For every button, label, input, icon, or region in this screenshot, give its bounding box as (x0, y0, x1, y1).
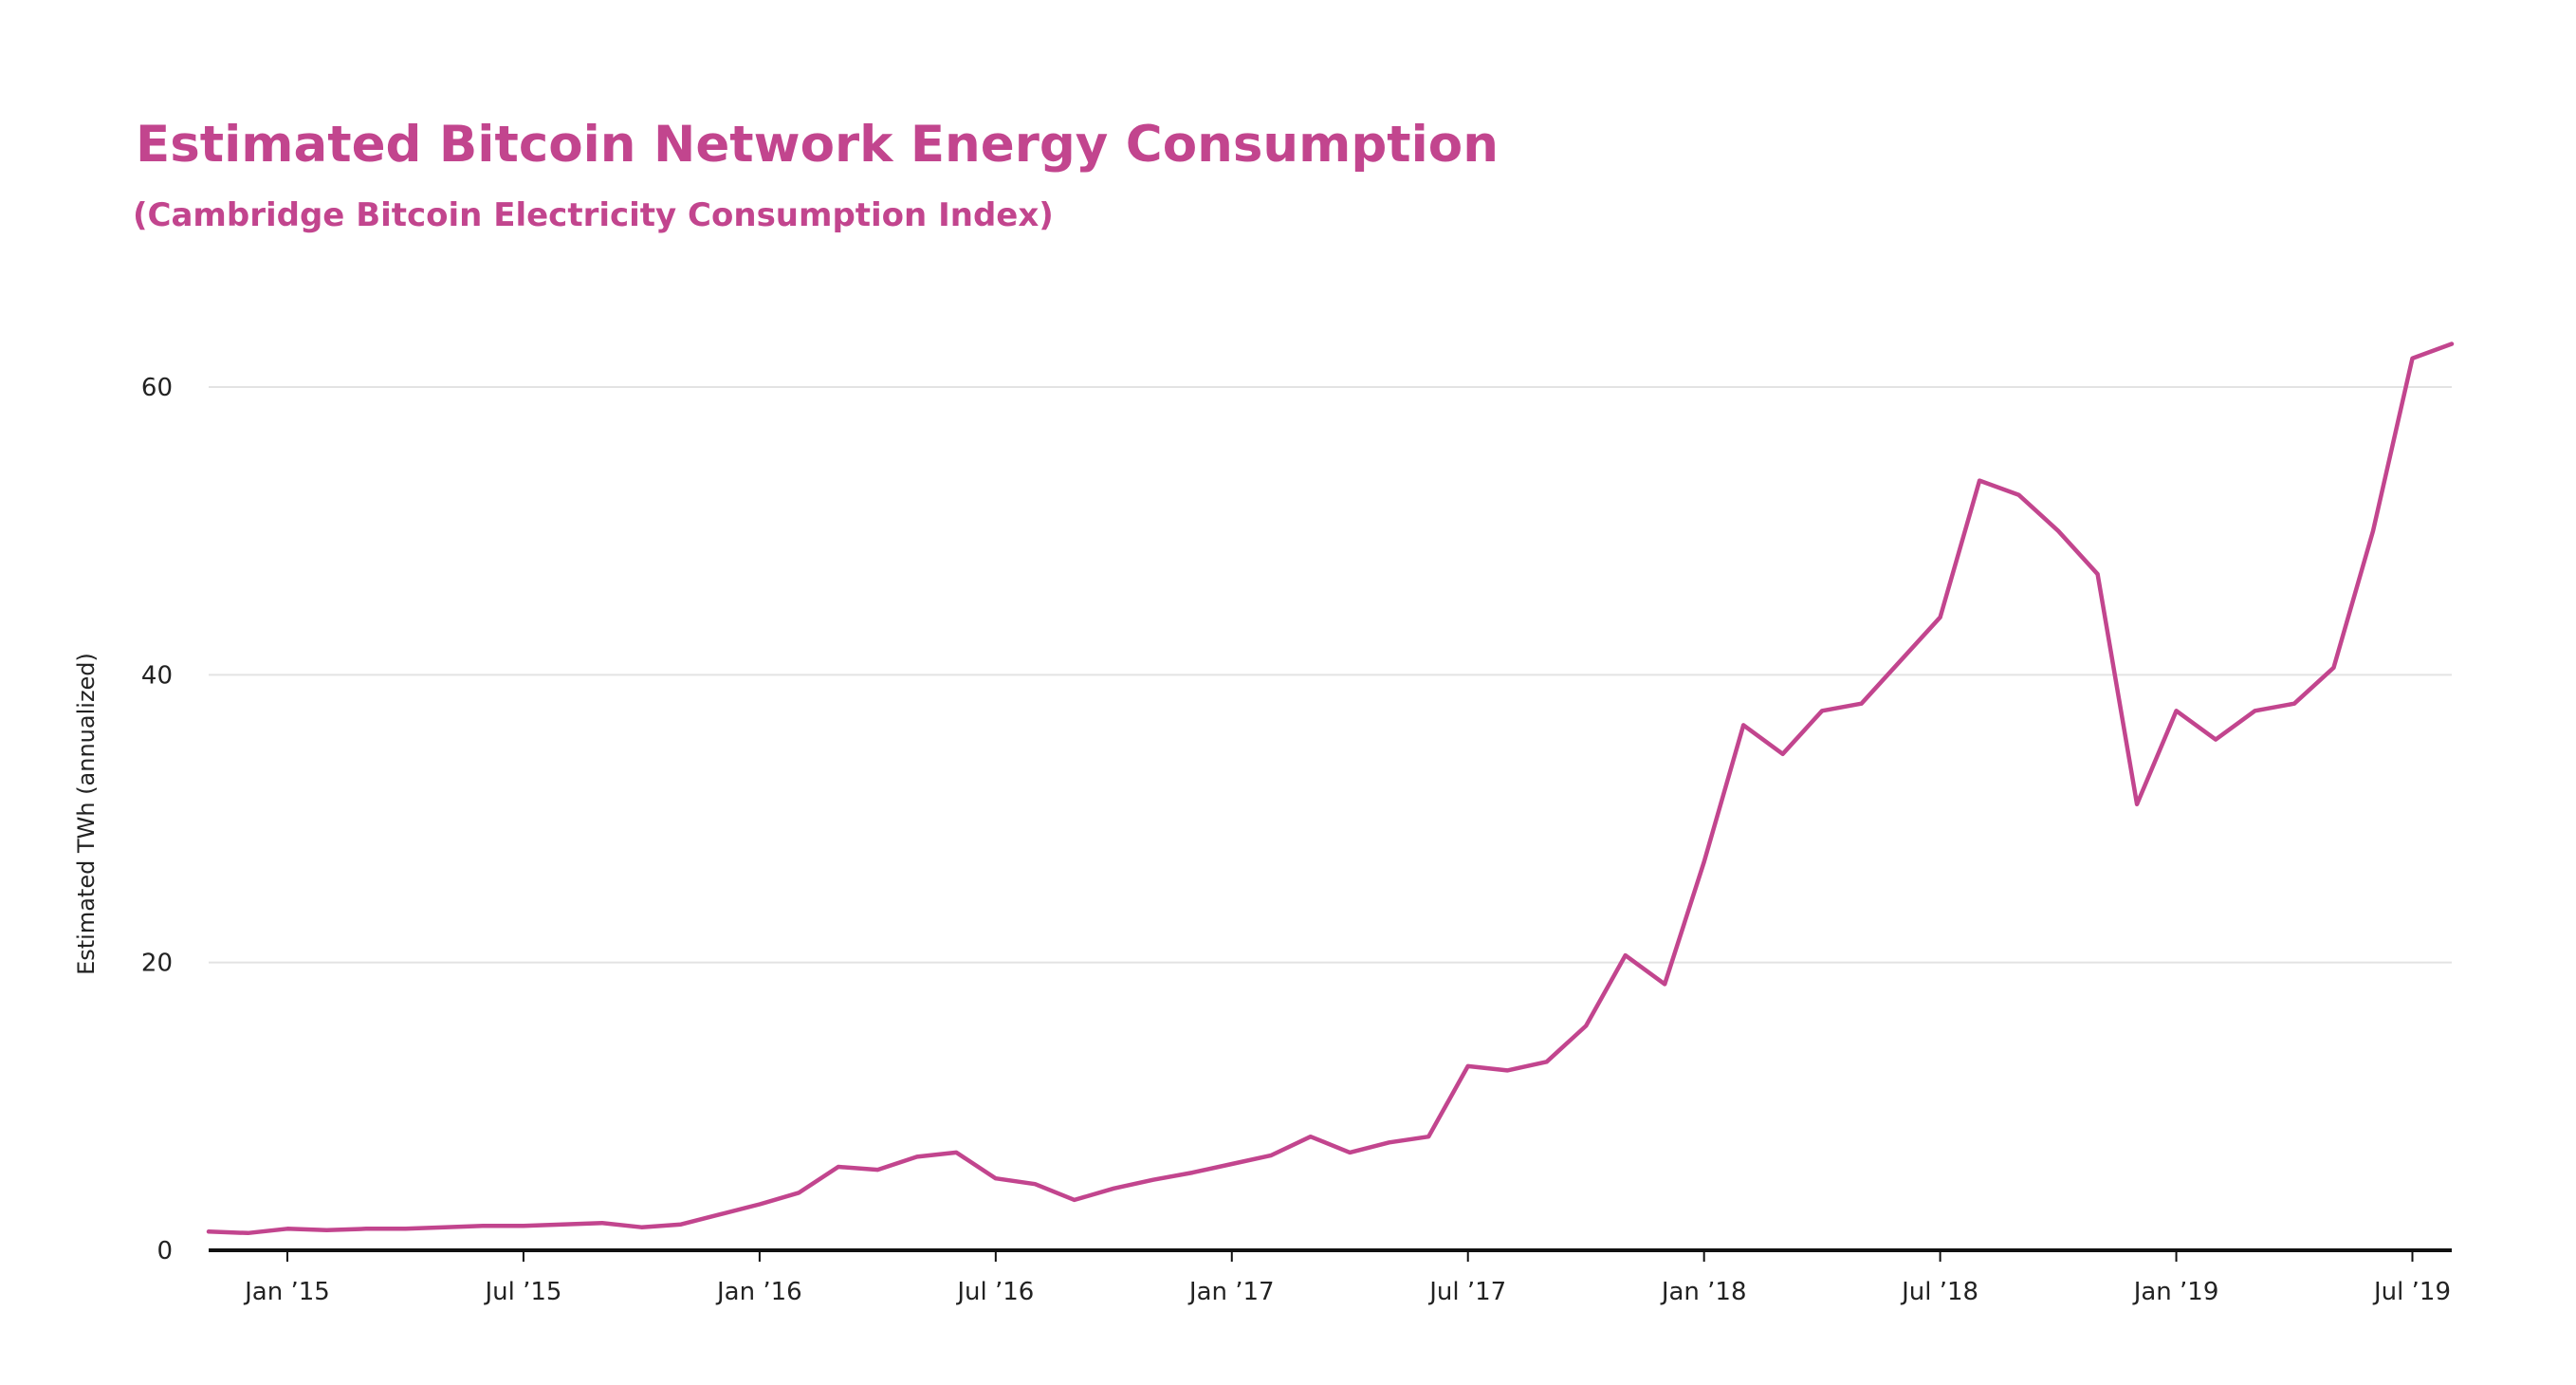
x-tick-label: Jan ’16 (715, 1278, 802, 1306)
energy-consumption-line (206, 342, 2455, 1236)
chart-subtitle: (Cambridge Bitcoin Electricity Consumpti… (133, 196, 1054, 234)
y-tick-label: 60 (141, 374, 173, 402)
x-tick-label: Jan ’15 (243, 1278, 330, 1306)
x-tick-label: Jul ’19 (2372, 1278, 2451, 1306)
x-tick-label: Jul ’17 (1427, 1278, 1506, 1306)
x-tick-label: Jul ’16 (955, 1278, 1034, 1306)
x-tick-label: Jan ’19 (2132, 1278, 2219, 1306)
y-tick-label: 20 (141, 950, 173, 978)
grid-lines (209, 386, 2452, 964)
x-tick-label: Jan ’18 (1660, 1278, 1747, 1306)
y-tick-label: 40 (141, 661, 173, 690)
y-axis-label: Estimated TWh (annualized) (73, 653, 100, 975)
x-tick-label: Jul ’18 (1900, 1278, 1978, 1306)
chart-title: Estimated Bitcoin Network Energy Consump… (136, 116, 1499, 174)
x-tick-label: Jul ’15 (483, 1278, 561, 1306)
y-tick-label: 0 (156, 1237, 173, 1265)
x-axis-ticks: Jan ’15 Jul ’15 Jan ’16 Jul ’16 Jan ’17 Jul ’… (243, 1250, 2451, 1306)
x-tick-label: Jan ’17 (1187, 1278, 1275, 1306)
y-axis-ticks: 0 20 40 60 (141, 374, 173, 1265)
